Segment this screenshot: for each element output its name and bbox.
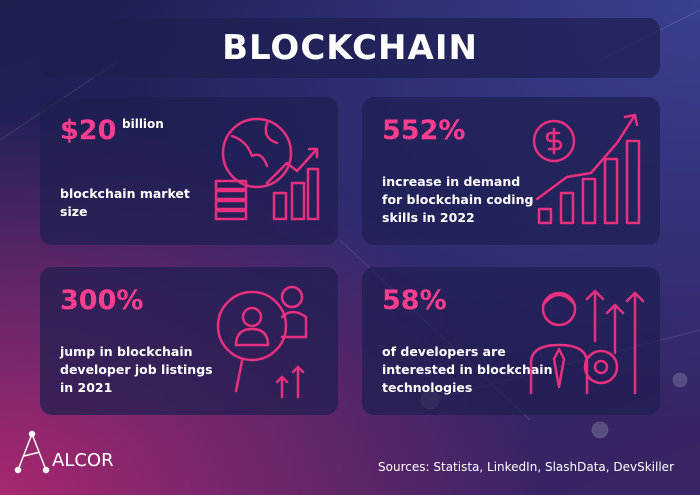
stat-value: 300% bbox=[60, 285, 144, 316]
developer-icon bbox=[529, 289, 644, 395]
stat-description: blockchain market size bbox=[60, 185, 190, 221]
stat-card: 58% of developers are interested in bloc… bbox=[362, 267, 660, 415]
description-line: developer job listings bbox=[60, 362, 213, 377]
description-line: interested in blockchain bbox=[382, 362, 553, 377]
stat-unit: billion bbox=[122, 117, 164, 131]
title: BLOCKCHAIN bbox=[40, 18, 660, 78]
stat-card: 552% increase in demand for blockchain c… bbox=[362, 97, 660, 245]
stat-card: $20 billion blockchain market size bbox=[40, 97, 338, 245]
logo-mark bbox=[14, 430, 50, 474]
stat-description: increase in demand for blockchain coding… bbox=[382, 173, 533, 227]
description-line: size bbox=[60, 204, 88, 219]
globe-chart-icon bbox=[214, 117, 320, 221]
description-line: jump in blockchain bbox=[60, 344, 193, 359]
description-line: for blockchain coding bbox=[382, 192, 534, 207]
description-line: technologies bbox=[382, 380, 473, 395]
sources: Sources: Statista, LinkedIn, SlashData, … bbox=[378, 460, 674, 474]
description-line: blockchain market bbox=[60, 186, 190, 201]
logo-text: ALCOR bbox=[52, 450, 114, 471]
description-line: in 2021 bbox=[60, 380, 113, 395]
stat-description: jump in blockchain developer job listing… bbox=[60, 343, 213, 397]
stat-description: of developers are interested in blockcha… bbox=[382, 343, 552, 397]
stat-value: $20 bbox=[60, 115, 117, 146]
description-line: skills in 2022 bbox=[382, 210, 475, 225]
search-person-icon bbox=[216, 285, 308, 399]
stat-card: 300% jump in blockchain developer job li… bbox=[40, 267, 338, 415]
growth-icon bbox=[532, 113, 641, 225]
stat-value: 58% bbox=[382, 285, 447, 316]
description-line: increase in demand bbox=[382, 174, 521, 189]
description-line: of developers are bbox=[382, 344, 506, 359]
stat-value: 552% bbox=[382, 115, 466, 146]
